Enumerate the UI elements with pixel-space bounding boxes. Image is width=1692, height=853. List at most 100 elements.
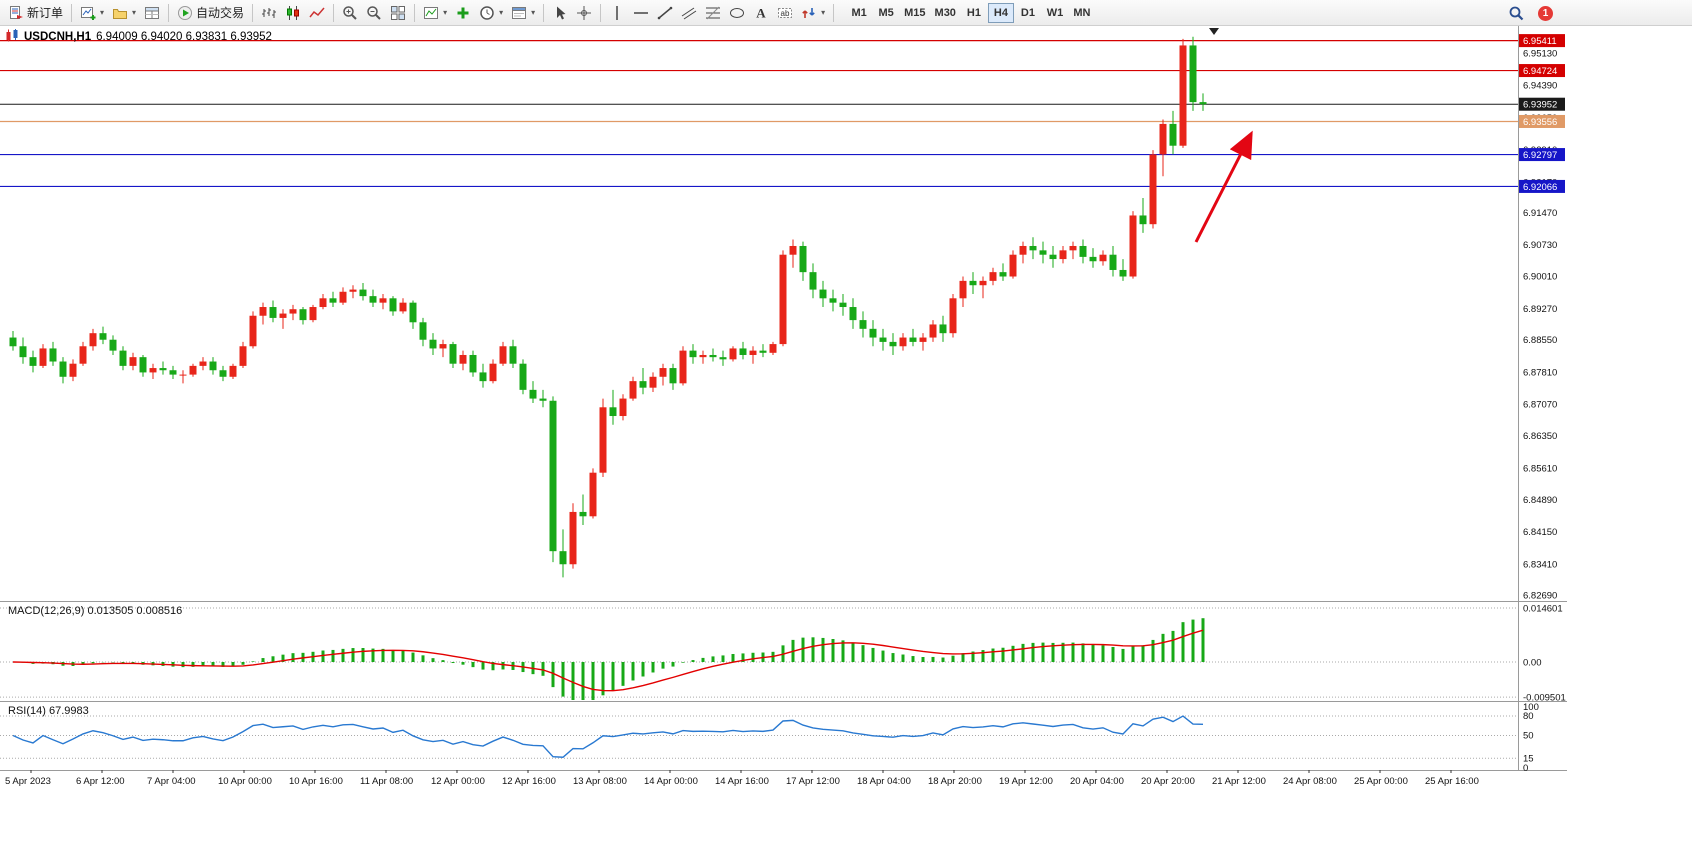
candle <box>809 272 817 290</box>
candle <box>579 511 587 517</box>
toolbar-separator <box>543 3 545 22</box>
toolbar-separator <box>414 3 416 22</box>
timeframe-button-h1[interactable]: H1 <box>961 3 987 23</box>
new-chart-button[interactable]: ▾ <box>76 2 108 24</box>
timeframe-button-w1[interactable]: W1 <box>1042 3 1068 23</box>
indicators-button[interactable]: ▾ <box>419 2 451 24</box>
axis-label: 6.82690 <box>1523 591 1557 602</box>
candlestick-chart-button[interactable] <box>281 2 305 24</box>
bar-chart-button[interactable] <box>257 2 281 24</box>
toolbar-separator <box>252 3 254 22</box>
add-indicator-button[interactable] <box>451 2 475 24</box>
axis-label: 18 Apr 04:00 <box>857 776 911 787</box>
candle <box>1139 215 1147 225</box>
trend-arrow-annotation[interactable] <box>1194 130 1253 243</box>
candle <box>199 361 207 366</box>
data-window-button[interactable] <box>140 2 164 24</box>
candle <box>179 374 187 376</box>
axis-label: 6.91470 <box>1523 208 1557 219</box>
templates-icon <box>512 6 527 19</box>
pane-separators[interactable] <box>0 26 1567 771</box>
chart-symbol-icon <box>6 29 19 45</box>
periods-button[interactable]: ▾ <box>475 2 507 24</box>
candle <box>599 407 607 473</box>
candle <box>469 354 477 373</box>
axis-label: 6.94724 <box>1523 66 1557 77</box>
zoom-out-button[interactable] <box>362 2 386 24</box>
horizontal-line-button[interactable] <box>629 2 653 24</box>
candle <box>169 370 177 375</box>
shapes-button[interactable] <box>725 2 749 24</box>
line-chart-button[interactable] <box>305 2 329 24</box>
chart-shift-marker[interactable] <box>1209 28 1219 35</box>
notification-badge[interactable]: 1 <box>1538 5 1553 21</box>
axis-label: 6.94390 <box>1523 81 1557 92</box>
axis-label: 14 Apr 00:00 <box>644 776 698 787</box>
candle <box>279 313 287 318</box>
text-button[interactable]: A <box>749 2 773 24</box>
candle <box>1149 154 1157 225</box>
candle <box>1189 45 1197 103</box>
zoom-in-button[interactable] <box>338 2 362 24</box>
timeframe-button-m1[interactable]: M1 <box>846 3 872 23</box>
trendline-icon <box>657 6 673 19</box>
candle <box>859 320 867 329</box>
vertical-line-button[interactable] <box>605 2 629 24</box>
timeframe-button-m5[interactable]: M5 <box>873 3 899 23</box>
axis-label: 6.84890 <box>1523 495 1557 506</box>
axis-label: 50 <box>1523 731 1534 742</box>
timeframe-button-m15[interactable]: M15 <box>900 3 929 23</box>
candle <box>1039 250 1047 255</box>
autotrade-button-label: 自动交易 <box>196 6 245 20</box>
chart-window: 6.951306.943906.936506.929106.921706.914… <box>0 26 1692 853</box>
timeframe-button-mn[interactable]: MN <box>1069 3 1095 23</box>
axis-label: 0 <box>1523 763 1528 774</box>
profiles-button[interactable]: ▾ <box>108 2 140 24</box>
candle <box>1129 215 1137 277</box>
autotrade-button[interactable]: 自动交易 <box>173 2 248 24</box>
add-indicator-icon <box>457 7 469 18</box>
search-button[interactable] <box>1504 2 1528 24</box>
candle <box>229 365 237 377</box>
axis-label: 6.88550 <box>1523 335 1557 346</box>
timeframe-button-d1[interactable]: D1 <box>1015 3 1041 23</box>
candle <box>159 368 167 371</box>
new-order-button-label: 新订单 <box>27 6 64 20</box>
macd-indicator-label: MACD(12,26,9) 0.013505 0.008516 <box>8 605 183 617</box>
axis-label: 5 Apr 2023 <box>5 776 51 787</box>
axis-label: 7 Apr 04:00 <box>147 776 196 787</box>
axis-label: 24 Apr 08:00 <box>1283 776 1337 787</box>
rsi-line <box>12 715 1204 758</box>
candle <box>819 289 827 299</box>
candle <box>1029 245 1037 251</box>
candle <box>409 302 417 323</box>
candle <box>1009 254 1017 277</box>
label-icon: ab <box>778 7 793 18</box>
time-axis[interactable]: 5 Apr 2023 6 Apr 12:00 7 Apr 04:00 10 Apr 0… <box>5 770 1479 787</box>
line-chart-icon <box>309 7 325 17</box>
new-order-button[interactable]: 新订单 <box>4 2 67 24</box>
candle <box>289 309 297 314</box>
fibonacci-button[interactable] <box>701 2 725 24</box>
channel-button[interactable] <box>677 2 701 24</box>
level-lines[interactable] <box>0 39 1518 188</box>
axis-label: 6.85610 <box>1523 463 1557 474</box>
tile-windows-button[interactable] <box>386 2 410 24</box>
axis-label: 10 Apr 00:00 <box>218 776 272 787</box>
trendline-button[interactable] <box>653 2 677 24</box>
arrows-button[interactable]: ▾ <box>797 2 829 24</box>
timeframe-button-m30[interactable]: M30 <box>931 3 960 23</box>
candle <box>869 328 877 338</box>
cursor-button[interactable] <box>548 2 572 24</box>
chart-canvas[interactable]: 6.951306.943906.936506.929106.921706.914… <box>0 26 1692 853</box>
candle <box>429 339 437 349</box>
arrows-icon <box>802 7 815 18</box>
label-button[interactable]: ab <box>773 2 797 24</box>
axis-label: 20 Apr 04:00 <box>1070 776 1124 787</box>
timeframe-button-h4[interactable]: H4 <box>987 2 1014 23</box>
axis-label: 25 Apr 16:00 <box>1425 776 1479 787</box>
candle <box>799 245 807 273</box>
crosshair-button[interactable] <box>572 2 596 24</box>
candle <box>1159 123 1167 155</box>
templates-button[interactable]: ▾ <box>507 2 539 24</box>
